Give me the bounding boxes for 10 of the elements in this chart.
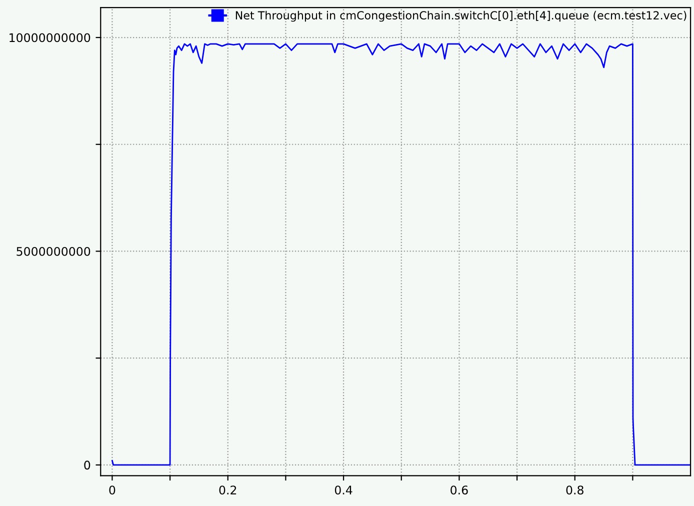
x-tick-label: 0.6 bbox=[450, 486, 468, 494]
legend-label: Net Throughput in cmCongestionChain.switchC[0].eth[4].queue (ecm.test12.vec) bbox=[236, 10, 686, 22]
x-tick-label: 0.2 bbox=[219, 486, 236, 494]
x-tick-label: 0.4 bbox=[334, 486, 352, 494]
y-tick-label: 5000000000 bbox=[16, 246, 90, 256]
x-tick-label: 0 bbox=[109, 486, 116, 494]
y-tick-label: 10000000000 bbox=[10, 33, 90, 42]
x-tick-label: 0.8 bbox=[566, 486, 584, 494]
line-series bbox=[112, 43, 690, 466]
y-tick-label: 0 bbox=[84, 460, 90, 470]
